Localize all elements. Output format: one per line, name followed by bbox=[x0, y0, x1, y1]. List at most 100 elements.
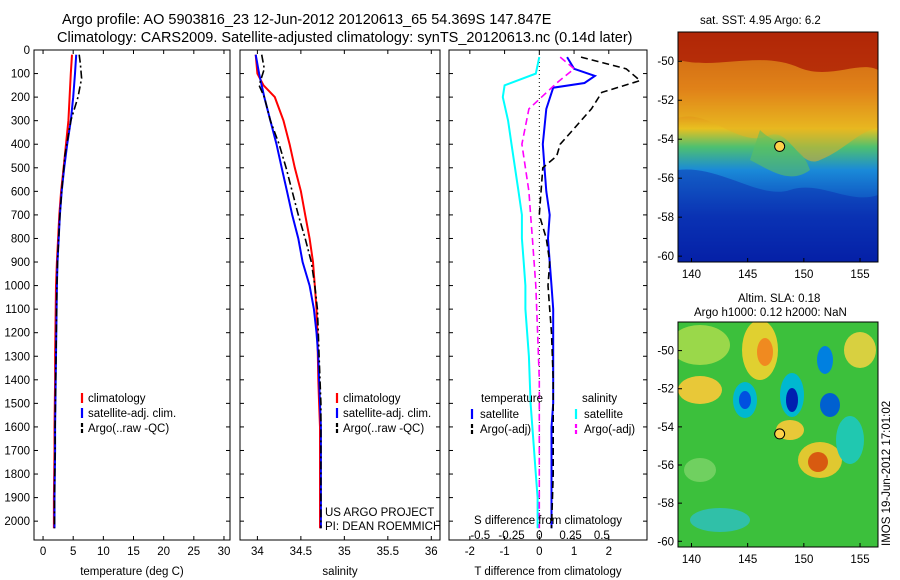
x-tick-label: 25 bbox=[187, 546, 200, 558]
lat-tick-label: -58 bbox=[657, 498, 674, 510]
series-line-satellite-adj-clim bbox=[53, 54, 78, 529]
lat-tick-label: -56 bbox=[657, 460, 674, 472]
x-tick-label: 5 bbox=[70, 546, 76, 558]
plot-frame bbox=[239, 49, 441, 541]
plot-frame bbox=[33, 49, 231, 541]
series-line-argo-adj bbox=[521, 56, 576, 529]
lat-tick-label: -56 bbox=[657, 173, 674, 185]
series-group bbox=[52, 54, 83, 529]
legend-label: satellite bbox=[584, 409, 623, 421]
legend-label: Argo(..raw -QC) bbox=[343, 423, 424, 435]
depth-tick-label: 300 bbox=[11, 116, 30, 128]
lat-tick-label: -52 bbox=[657, 95, 674, 107]
timestamp-stamp: IMOS 19-Jun-2012 17:01:02 bbox=[881, 401, 893, 546]
x2-axis-label: S difference from climatology bbox=[474, 515, 622, 527]
x2-tick-label: 0.5 bbox=[594, 530, 610, 542]
legend-title-salinity: salinity bbox=[582, 393, 617, 405]
series-line-argo-adj bbox=[538, 56, 642, 529]
lon-tick-label: 150 bbox=[794, 554, 813, 566]
x-tick-label: -2 bbox=[465, 546, 475, 558]
lon-tick-label: 155 bbox=[850, 554, 869, 566]
legend-label: climatology bbox=[343, 393, 401, 405]
legend-label: Argo(..raw -QC) bbox=[88, 423, 169, 435]
x-tick-label: 20 bbox=[157, 546, 170, 558]
depth-tick-label: 1700 bbox=[4, 445, 30, 457]
project-annotation: PI: DEAN ROEMMICH bbox=[325, 521, 441, 533]
x-tick-label: 35.5 bbox=[377, 546, 399, 558]
series-line-argo-raw-qc bbox=[53, 54, 83, 529]
lon-tick-label: 140 bbox=[682, 269, 701, 281]
x-tick-label: 2 bbox=[606, 546, 612, 558]
depth-tick-label: 700 bbox=[11, 210, 30, 222]
sla-map-subtitle: Argo h1000: 0.12 h2000: NaN bbox=[694, 307, 847, 319]
depth-tick-label: 1000 bbox=[4, 281, 30, 293]
lat-tick-label: -54 bbox=[657, 422, 674, 434]
lon-tick-label: 140 bbox=[682, 554, 701, 566]
x-tick-label: 0 bbox=[536, 546, 542, 558]
depth-tick-label: 1400 bbox=[4, 375, 30, 387]
series-line-satellite-adj-clim bbox=[254, 54, 322, 529]
legend-label: climatology bbox=[88, 393, 146, 405]
sla-map: Altim. SLA: 0.18 Argo h1000: 0.12 h2000:… bbox=[657, 293, 879, 566]
depth-tick-label: 1100 bbox=[5, 304, 30, 316]
depth-tick-label: 200 bbox=[11, 92, 30, 104]
sla-map-title: Altim. SLA: 0.18 bbox=[738, 293, 820, 305]
depth-tick-label: 0 bbox=[24, 45, 30, 57]
sst-map: sat. SST: 4.95 Argo: 6.2 140 145 150 155 -50… bbox=[657, 15, 879, 281]
series-line-satellite bbox=[501, 56, 541, 529]
legend-label: satellite bbox=[480, 409, 519, 421]
lat-tick-label: -50 bbox=[657, 56, 674, 68]
depth-tick-label: 1900 bbox=[4, 493, 30, 505]
depth-tick-label: 900 bbox=[11, 257, 30, 269]
x-tick-label: 30 bbox=[218, 546, 231, 558]
depth-tick-label: 100 bbox=[11, 69, 30, 81]
x-axis-label: T difference from climatology bbox=[474, 566, 621, 578]
x2-tick-label: 0 bbox=[536, 530, 542, 542]
x-tick-label: 0 bbox=[40, 546, 46, 558]
argo-float-marker bbox=[774, 140, 786, 152]
legend-label: satellite-adj. clim. bbox=[343, 408, 431, 420]
x-tick-label: 35 bbox=[338, 546, 351, 558]
depth-tick-label: 1600 bbox=[4, 422, 30, 434]
x-tick-label: 34.5 bbox=[290, 546, 312, 558]
x-tick-label: 10 bbox=[97, 546, 110, 558]
x-tick-label: 36 bbox=[425, 546, 438, 558]
figure-title: Argo profile: AO 5903816_23 12-Jun-2012 … bbox=[62, 12, 552, 28]
x2-tick-label: -0.25 bbox=[498, 530, 524, 542]
depth-tick-label: 2000 bbox=[4, 516, 30, 528]
depth-tick-label: 1300 bbox=[4, 351, 30, 363]
x-axis-label: salinity bbox=[322, 566, 357, 578]
legend-label: Argo(-adj) bbox=[480, 424, 531, 436]
series-group bbox=[501, 56, 642, 529]
x-tick-label: 1 bbox=[571, 546, 577, 558]
lon-tick-label: 150 bbox=[794, 269, 813, 281]
x2-tick-label: -0.5 bbox=[470, 530, 490, 542]
figure-subtitle: Climatology: CARS2009. Satellite-adjuste… bbox=[57, 30, 632, 46]
sla-map-frame bbox=[677, 321, 879, 548]
series-group bbox=[254, 54, 322, 529]
x-tick-label: 15 bbox=[127, 546, 140, 558]
depth-tick-label: 500 bbox=[11, 163, 30, 175]
depth-tick-label: 400 bbox=[11, 139, 30, 151]
lon-tick-label: 145 bbox=[738, 269, 757, 281]
x-tick-label: 34 bbox=[251, 546, 264, 558]
temperature-profile-chart: 0100200300400500600700800900100011001200… bbox=[4, 45, 231, 578]
depth-tick-label: 1500 bbox=[4, 398, 30, 410]
legend-label: Argo(-adj) bbox=[584, 424, 635, 436]
sst-map-frame bbox=[677, 31, 879, 263]
lat-tick-label: -60 bbox=[657, 251, 674, 263]
lat-tick-label: -60 bbox=[657, 536, 674, 548]
salinity-profile-chart: 34 34.5 35 35.5 36 salinity climatology satelli… bbox=[239, 49, 441, 578]
x-tick-label: -1 bbox=[499, 546, 509, 558]
series-line-satellite bbox=[541, 56, 598, 529]
lon-tick-label: 145 bbox=[738, 554, 757, 566]
lat-tick-label: -50 bbox=[657, 346, 674, 358]
series-line-argo-raw-qc bbox=[258, 54, 322, 529]
lat-tick-label: -54 bbox=[657, 134, 674, 146]
legend-label: satellite-adj. clim. bbox=[88, 408, 176, 420]
depth-tick-label: 800 bbox=[11, 233, 30, 245]
lat-tick-label: -52 bbox=[657, 384, 674, 396]
plot-frame bbox=[448, 49, 648, 541]
project-annotation: US ARGO PROJECT bbox=[325, 507, 434, 519]
